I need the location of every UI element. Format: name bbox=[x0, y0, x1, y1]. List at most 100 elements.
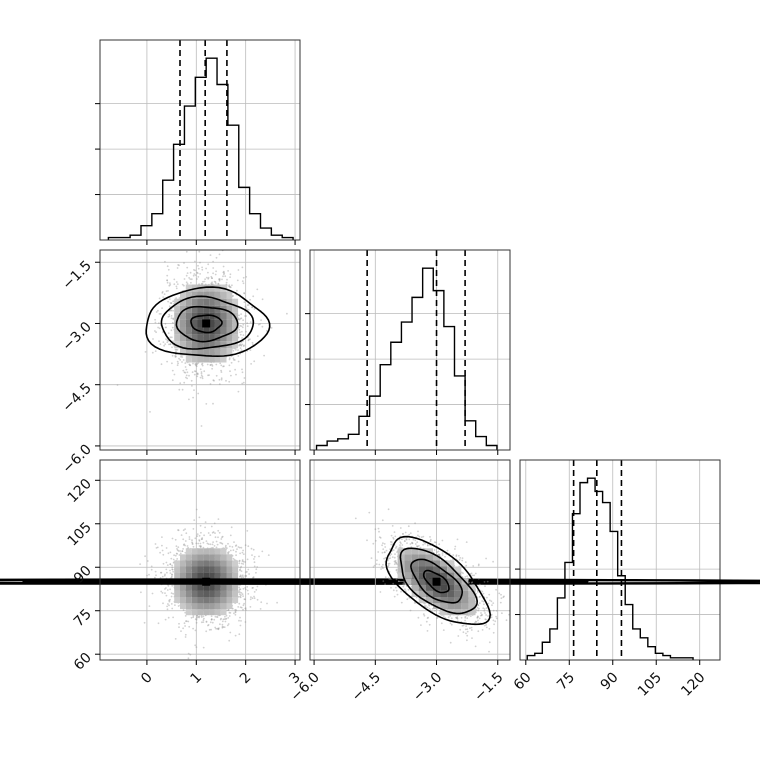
scatter-point bbox=[476, 621, 478, 623]
scatter-point bbox=[203, 647, 205, 649]
scatter-point bbox=[170, 572, 172, 574]
scatter-point bbox=[459, 557, 461, 559]
density-cell bbox=[192, 609, 198, 615]
scatter-point bbox=[438, 543, 440, 545]
scatter-point bbox=[207, 263, 209, 265]
scatter-point bbox=[236, 548, 238, 550]
scatter-point bbox=[251, 554, 253, 556]
scatter-point bbox=[209, 629, 211, 631]
scatter-point bbox=[235, 545, 237, 547]
scatter-point bbox=[197, 393, 199, 395]
scatter-point bbox=[202, 378, 204, 380]
scatter-point bbox=[466, 639, 468, 641]
scatter-point bbox=[195, 618, 197, 620]
scatter-point bbox=[427, 607, 429, 609]
scatter-point bbox=[376, 559, 378, 561]
density-cell bbox=[186, 567, 192, 573]
density-cell bbox=[209, 603, 215, 609]
scatter-point bbox=[468, 582, 470, 584]
scatter-point bbox=[429, 624, 431, 626]
density-cell bbox=[215, 548, 221, 554]
scatter-point bbox=[203, 370, 205, 372]
density-cell bbox=[192, 341, 198, 348]
scatter-point bbox=[242, 559, 244, 561]
scatter-point bbox=[184, 622, 186, 624]
scatter-point bbox=[155, 571, 157, 573]
scatter-point bbox=[452, 554, 454, 556]
scatter-point bbox=[501, 612, 503, 614]
scatter-point bbox=[155, 574, 157, 576]
scatter-point bbox=[171, 565, 173, 567]
density-cell bbox=[192, 603, 198, 609]
scatter-point bbox=[231, 362, 233, 364]
scatter-point bbox=[210, 364, 212, 366]
scatter-point bbox=[449, 615, 451, 617]
density-cell bbox=[174, 591, 180, 597]
scatter-point bbox=[392, 525, 394, 527]
scatter-point bbox=[235, 349, 237, 351]
density-cell bbox=[215, 554, 221, 560]
scatter-point bbox=[199, 517, 201, 519]
scatter-point bbox=[245, 331, 247, 333]
scatter-point bbox=[380, 537, 382, 539]
scatter-point bbox=[478, 565, 480, 567]
scatter-point bbox=[465, 565, 467, 567]
scatter-point bbox=[257, 335, 259, 337]
scatter-point bbox=[161, 545, 163, 547]
scatter-point bbox=[171, 317, 173, 319]
scatter-point bbox=[201, 373, 203, 375]
scatter-point bbox=[178, 529, 180, 531]
scatter-point bbox=[260, 319, 262, 321]
scatter-point bbox=[471, 637, 473, 639]
scatter-point bbox=[254, 591, 256, 593]
scatter-point bbox=[175, 539, 177, 541]
scatter-point bbox=[196, 278, 198, 280]
scatter-point bbox=[190, 272, 192, 274]
scatter-point bbox=[492, 602, 494, 604]
scatter-point bbox=[183, 262, 185, 264]
scatter-point bbox=[162, 576, 164, 578]
scatter-point bbox=[472, 575, 474, 577]
density-cell bbox=[203, 591, 209, 597]
scatter-point bbox=[220, 538, 222, 540]
density-cell bbox=[221, 327, 227, 334]
scatter-point bbox=[488, 651, 490, 653]
scatter-point bbox=[401, 602, 403, 604]
scatter-point bbox=[240, 313, 242, 315]
density-cell bbox=[221, 585, 227, 591]
scatter-point bbox=[177, 361, 179, 363]
scatter-point bbox=[176, 288, 178, 290]
scatter-point bbox=[395, 587, 397, 589]
scatter-point bbox=[167, 301, 169, 303]
scatter-point bbox=[186, 267, 188, 269]
scatter-point bbox=[183, 359, 185, 361]
scatter-point bbox=[213, 619, 215, 621]
scatter-point bbox=[238, 633, 240, 635]
scatter-point bbox=[210, 254, 212, 256]
scatter-point bbox=[245, 607, 247, 609]
scatter-point bbox=[401, 538, 403, 540]
scatter-point bbox=[167, 339, 169, 341]
scatter-point bbox=[212, 272, 214, 274]
scatter-point bbox=[429, 608, 431, 610]
scatter-point bbox=[251, 548, 253, 550]
scatter-point bbox=[186, 251, 188, 253]
scatter-point bbox=[239, 588, 241, 590]
scatter-point bbox=[240, 606, 242, 608]
scatter-point bbox=[171, 336, 173, 338]
scatter-point bbox=[408, 525, 410, 527]
scatter-point bbox=[221, 379, 223, 381]
scatter-point bbox=[194, 261, 196, 263]
scatter-point bbox=[235, 635, 237, 637]
scatter-point bbox=[166, 572, 168, 574]
density-cell bbox=[180, 554, 186, 560]
scatter-point bbox=[501, 597, 503, 599]
scatter-point bbox=[166, 361, 168, 363]
scatter-point bbox=[228, 381, 230, 383]
density-cell bbox=[192, 567, 198, 573]
scatter-point bbox=[430, 540, 432, 542]
scatter-point bbox=[450, 642, 452, 644]
scatter-point bbox=[200, 543, 202, 545]
scatter-point bbox=[252, 295, 254, 297]
scatter-point bbox=[172, 538, 174, 540]
